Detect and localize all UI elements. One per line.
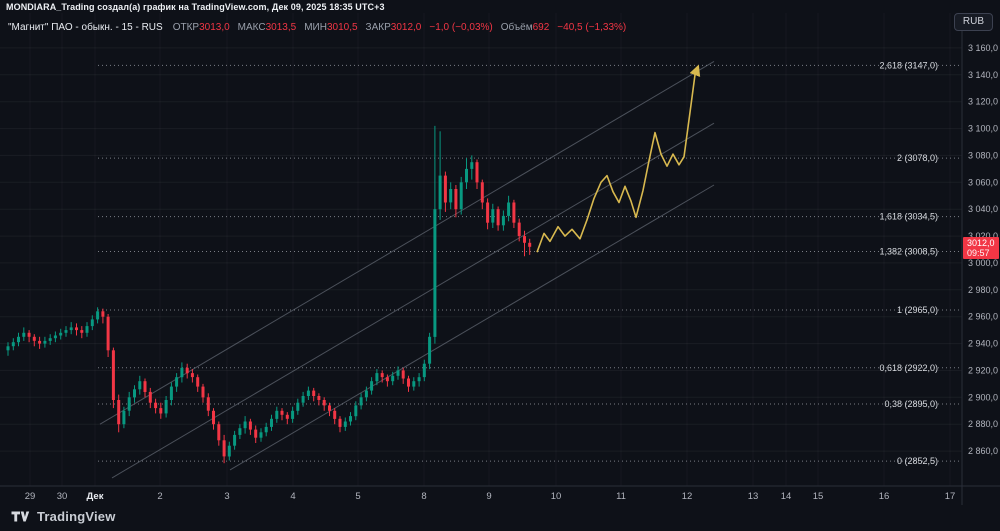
symbol-legend[interactable]: "Магнит" ПАО - обыкн. - 15 - RUS ОТКР301… (8, 22, 626, 33)
svg-text:29: 29 (25, 491, 36, 502)
symbol-title[interactable]: "Магнит" ПАО - обыкн. - 15 - RUS (8, 22, 163, 33)
svg-text:0 (2852,5): 0 (2852,5) (897, 456, 938, 466)
last-price-label: 3012,0 09:57 (963, 237, 999, 259)
svg-text:2 860,0: 2 860,0 (968, 446, 998, 456)
attribution-bar: MONDIARA_Trading создал(а) график на Tra… (0, 0, 1000, 14)
price-axis[interactable]: 3 160,0 3 140,0 3 120,0 3 100,0 3 080,0 3 060… (968, 43, 998, 456)
attribution-text: MONDIARA_Trading создал(а) график на Tra… (6, 2, 385, 12)
svg-text:2 940,0: 2 940,0 (968, 339, 998, 349)
ohlc-low: МИН3010,5 (304, 22, 358, 33)
parallel-channel-drawing[interactable] (99, 60, 715, 479)
svg-text:2 (3078,0): 2 (3078,0) (897, 153, 938, 163)
svg-text:9: 9 (486, 491, 491, 502)
bar-change: −1,0 (−0,03%) (429, 22, 493, 33)
svg-text:3 160,0: 3 160,0 (968, 43, 998, 53)
svg-text:3: 3 (224, 491, 229, 502)
svg-text:1,618 (3034,5): 1,618 (3034,5) (879, 212, 938, 222)
svg-text:0,618 (2922,0): 0,618 (2922,0) (879, 363, 938, 373)
svg-text:8: 8 (421, 491, 426, 502)
candlestick-series (6, 125, 532, 464)
svg-text:4: 4 (290, 491, 295, 502)
svg-text:1 (2965,0): 1 (2965,0) (897, 305, 938, 315)
volume: Объём692 (500, 22, 550, 33)
svg-text:2 980,0: 2 980,0 (968, 285, 998, 295)
tradingview-wordmark: TradingView (37, 509, 116, 524)
ohlc-close: ЗАКР3012,0 (365, 22, 422, 33)
svg-text:3 040,0: 3 040,0 (968, 204, 998, 214)
svg-text:12: 12 (682, 491, 693, 502)
axis-borders (0, 13, 1000, 505)
bar-countdown: 09:57 (967, 248, 990, 258)
svg-text:13: 13 (748, 491, 759, 502)
session-change: −40,5 (−1,33%) (557, 22, 627, 33)
svg-text:17: 17 (945, 491, 956, 502)
svg-text:30: 30 (57, 491, 68, 502)
last-price-value: 3012,0 (967, 238, 995, 248)
time-axis[interactable]: 29 30 Дек 2 3 4 5 8 9 10 11 12 13 14 15 16 17 (25, 491, 956, 502)
svg-text:5: 5 (355, 491, 360, 502)
svg-text:2,618 (3147,0): 2,618 (3147,0) (879, 60, 938, 70)
svg-text:3 020,0: 3 020,0 (968, 231, 998, 241)
svg-text:3 080,0: 3 080,0 (968, 150, 998, 160)
svg-text:3 100,0: 3 100,0 (968, 124, 998, 134)
svg-text:3 060,0: 3 060,0 (968, 177, 998, 187)
svg-text:1,382 (3008,5): 1,382 (3008,5) (879, 247, 938, 257)
projection-path-drawing[interactable] (536, 64, 701, 253)
svg-text:2 960,0: 2 960,0 (968, 312, 998, 322)
tradingview-logo[interactable]: TradingView (10, 508, 116, 525)
svg-text:14: 14 (781, 491, 792, 502)
svg-text:3 120,0: 3 120,0 (968, 97, 998, 107)
svg-text:11: 11 (616, 491, 626, 502)
svg-text:3 140,0: 3 140,0 (968, 70, 998, 80)
svg-text:16: 16 (879, 491, 890, 502)
svg-text:2 920,0: 2 920,0 (968, 365, 998, 375)
fib-extension-drawing[interactable]: 2,618 (3147,0) 2 (3078,0) 1,618 (3034,5) 1,… (98, 60, 962, 466)
chart-grid (0, 47, 962, 452)
svg-text:2: 2 (157, 491, 162, 502)
tradingview-logo-icon (11, 511, 30, 522)
svg-text:2 880,0: 2 880,0 (968, 419, 998, 429)
svg-text:0,38 (2895,0): 0,38 (2895,0) (884, 399, 938, 409)
svg-text:2 900,0: 2 900,0 (968, 392, 998, 402)
ohlc-open: ОТКР3013,0 (172, 22, 230, 33)
svg-text:Дек: Дек (87, 491, 104, 502)
svg-text:3 000,0: 3 000,0 (968, 258, 998, 268)
svg-text:10: 10 (551, 491, 562, 502)
svg-text:15: 15 (813, 491, 824, 502)
ohlc-high: МАКС3013,5 (237, 22, 297, 33)
currency-button[interactable]: RUB (953, 13, 993, 31)
